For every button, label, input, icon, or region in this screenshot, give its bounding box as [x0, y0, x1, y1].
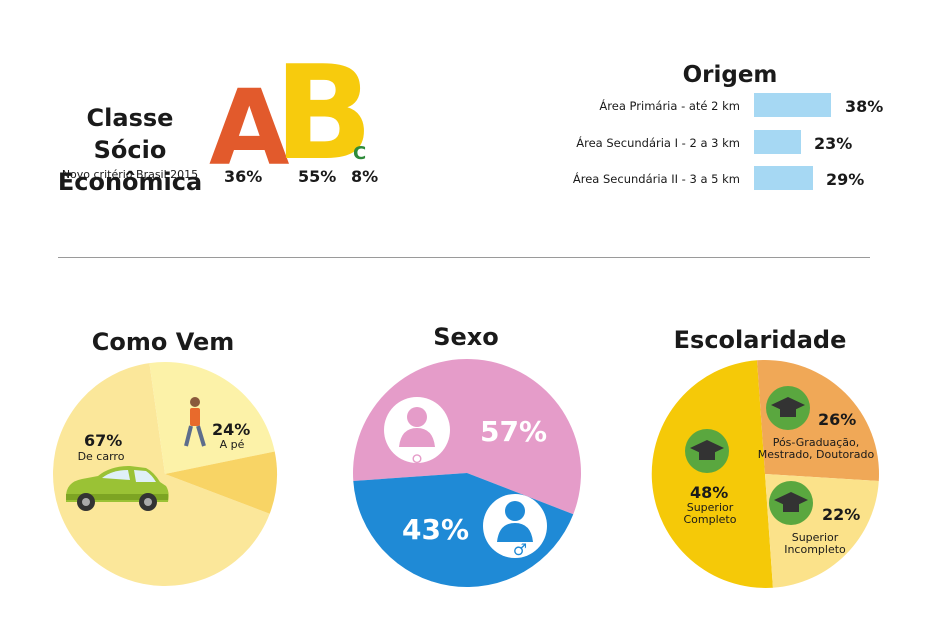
como-vem-ape-label: A pé [219, 438, 245, 451]
escolaridade-completo-label-2: Completo [683, 513, 737, 526]
sexo-masculino-pct: 43% [402, 513, 470, 546]
classe-letter-c: C [353, 143, 367, 164]
origem-title: Origem [682, 62, 778, 88]
escolaridade-incompleto-pct: 22% [822, 505, 861, 524]
origem-label-3: Área Secundária II - 3 a 5 km [572, 172, 740, 186]
escolaridade-completo-pct: 48% [690, 483, 729, 502]
escolaridade-incompleto-label-1: Superior [791, 531, 839, 544]
origem-value-3: 29% [826, 170, 865, 189]
como-vem-ape-pct: 24% [212, 420, 251, 439]
classe-value-b: 55% [298, 167, 337, 186]
svg-text:♂: ♂ [513, 540, 527, 559]
sexo-pie [353, 358, 582, 587]
como-vem-pie [52, 362, 277, 586]
sexo-feminino-pct: 57% [480, 415, 548, 448]
origem-bar-1 [754, 93, 831, 117]
como-vem-title: Como Vem [91, 328, 235, 356]
origem-value-1: 38% [845, 97, 884, 116]
car-icon [66, 466, 169, 511]
como-vem-carro-pct: 67% [84, 431, 123, 450]
female-icon: ♀ [384, 397, 450, 470]
classe-title-line1: Classe Sócio [86, 104, 174, 164]
origem-bar-3 [754, 166, 813, 190]
classe-value-c: 8% [351, 167, 379, 186]
svg-text:♀: ♀ [411, 451, 423, 470]
classe-subtitle: Novo critério Brasil 2015 [61, 168, 199, 181]
classe-title-line2: Econômica [57, 168, 203, 196]
como-vem-slice-ape [149, 362, 275, 474]
walking-person-icon [184, 397, 206, 447]
section-divider [58, 257, 870, 258]
graduation-cap-icon [766, 386, 810, 430]
como-vem-slice-outro [165, 451, 277, 514]
origem-label-2: Área Secundária I - 2 a 3 km [576, 136, 740, 150]
escolaridade-pos-pct: 26% [818, 410, 857, 429]
escolaridade-completo-label-1: Superior [686, 501, 734, 514]
escolaridade-title: Escolaridade [673, 326, 847, 354]
graduation-cap-icon [769, 481, 813, 525]
escolaridade-pos-label-1: Pós-Graduação, [772, 436, 860, 449]
classe-value-a: 36% [224, 167, 263, 186]
origem-bar-2 [754, 130, 801, 154]
classe-letter-a: A [209, 67, 290, 189]
escolaridade-incompleto-label-2: Incompleto [784, 543, 846, 556]
origem-value-2: 23% [814, 134, 853, 153]
classe-title: Classe Sócio Econômica [50, 102, 210, 198]
male-icon: ♂ [483, 494, 547, 559]
como-vem-slice-carro [52, 363, 270, 586]
origem-label-1: Área Primária - até 2 km [599, 99, 740, 113]
classe-letter-b: B [274, 37, 374, 189]
graduation-cap-icon [685, 429, 729, 473]
sexo-title: Sexo [433, 323, 499, 351]
escolaridade-slice-completo [651, 360, 773, 588]
como-vem-carro-label: De carro [77, 450, 125, 463]
escolaridade-pos-label-2: Mestrado, Doutorado [757, 448, 875, 461]
